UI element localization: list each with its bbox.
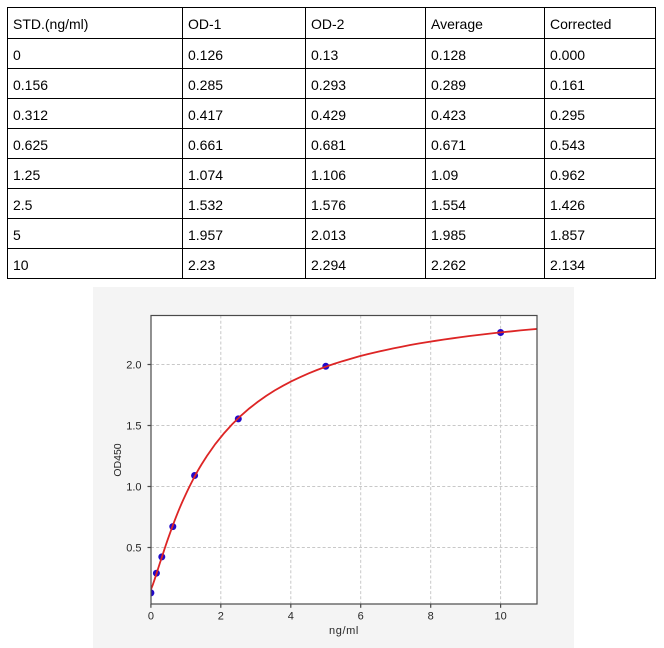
svg-text:1.5: 1.5 bbox=[126, 420, 141, 432]
svg-text:8: 8 bbox=[428, 611, 434, 623]
svg-text:2: 2 bbox=[218, 611, 224, 623]
svg-text:1.0: 1.0 bbox=[126, 481, 141, 493]
svg-text:0: 0 bbox=[148, 611, 154, 623]
svg-text:2.0: 2.0 bbox=[126, 359, 141, 371]
svg-text:6: 6 bbox=[358, 611, 364, 623]
svg-text:0.5: 0.5 bbox=[126, 542, 141, 554]
svg-text:4: 4 bbox=[288, 611, 294, 623]
svg-text:10: 10 bbox=[494, 611, 506, 623]
svg-text:ng/ml: ng/ml bbox=[329, 625, 359, 637]
svg-text:OD450: OD450 bbox=[112, 443, 124, 476]
